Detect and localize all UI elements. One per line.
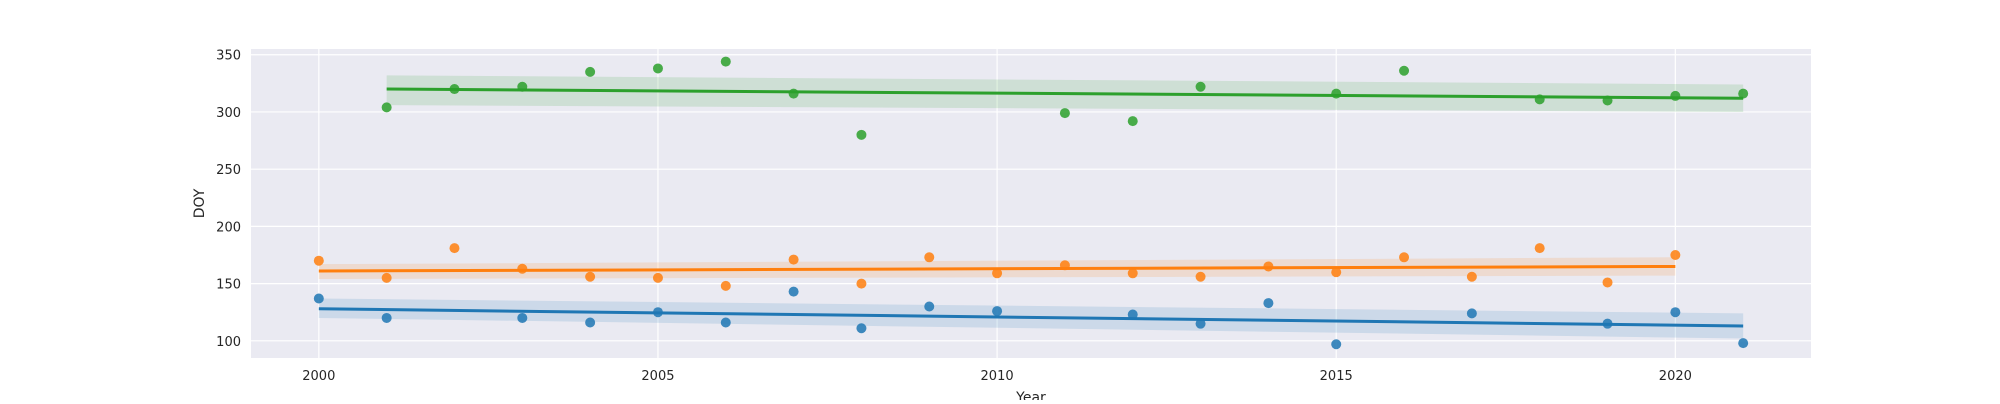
data-point: [924, 301, 935, 312]
data-point: [1670, 307, 1681, 318]
data-point: [924, 252, 935, 263]
data-point: [1127, 309, 1138, 320]
y-tick-label: 250: [216, 163, 241, 178]
plot-area: [251, 49, 1811, 358]
x-tick-label: 2005: [641, 369, 674, 384]
data-point: [856, 278, 867, 289]
data-point: [1127, 268, 1138, 279]
data-point: [1534, 243, 1545, 254]
data-point: [1670, 250, 1681, 260]
data-point: [381, 102, 392, 113]
y-axis-label: DOY: [192, 188, 208, 218]
data-point: [313, 293, 324, 304]
x-tick-label: 2000: [302, 369, 335, 384]
data-point: [652, 272, 663, 283]
data-point: [1263, 261, 1274, 272]
data-point: [720, 280, 731, 291]
data-point: [517, 263, 528, 274]
data-point: [1331, 267, 1342, 278]
data-point: [788, 286, 799, 297]
data-point: [517, 81, 528, 92]
data-point: [720, 56, 731, 67]
regression-line-0: [318, 307, 1744, 328]
x-tick-label: 2015: [1320, 369, 1353, 384]
data-point: [1331, 88, 1342, 99]
data-point: [1263, 298, 1274, 309]
data-point: [1602, 95, 1613, 106]
data-point: [381, 272, 392, 283]
y-tick-label: 100: [216, 335, 241, 350]
data-point: [1331, 339, 1342, 350]
data-point: [1195, 271, 1206, 282]
data-point: [1059, 108, 1070, 119]
data-point: [1738, 88, 1749, 99]
data-point: [1466, 271, 1477, 282]
data-point: [1399, 65, 1410, 76]
data-point: [652, 63, 663, 74]
data-point: [652, 307, 663, 318]
data-point: [449, 84, 460, 95]
data-point: [720, 317, 731, 328]
data-point: [1127, 116, 1138, 127]
data-point: [585, 317, 596, 328]
data-point: [1195, 81, 1206, 92]
data-point: [992, 268, 1003, 279]
y-tick-label: 300: [216, 106, 241, 121]
tick-labels: 2000 2005 2010 2015 2020 100 150 200 250 300 350: [216, 49, 1692, 384]
data-point: [1602, 277, 1613, 288]
data-point: [992, 306, 1003, 317]
data-point: [1399, 252, 1410, 263]
data-point: [381, 312, 392, 323]
regression-line-2: [386, 87, 1744, 100]
data-point: [1534, 94, 1545, 105]
data-point: [856, 129, 867, 140]
data-point: [449, 243, 460, 254]
x-tick-label: 2010: [981, 369, 1014, 384]
data-point: [856, 323, 867, 334]
data-point: [788, 88, 799, 99]
y-tick-label: 150: [216, 278, 241, 293]
data-point: [585, 271, 596, 282]
data-point: [1738, 338, 1749, 349]
data-point: [1059, 260, 1070, 271]
grid: [251, 49, 1811, 358]
data-point: [585, 66, 596, 77]
y-tick-label: 200: [216, 220, 241, 235]
data-points: [313, 56, 1749, 350]
data-point: [517, 312, 528, 323]
x-tick-label: 2020: [1659, 369, 1692, 384]
data-point: [1602, 318, 1613, 329]
data-point: [788, 254, 799, 265]
data-point: [1195, 318, 1206, 329]
y-tick-label: 350: [216, 49, 241, 64]
x-axis-label: Year: [1015, 390, 1046, 400]
data-point: [1670, 90, 1681, 101]
data-point: [1466, 308, 1477, 319]
data-point: [313, 255, 324, 266]
